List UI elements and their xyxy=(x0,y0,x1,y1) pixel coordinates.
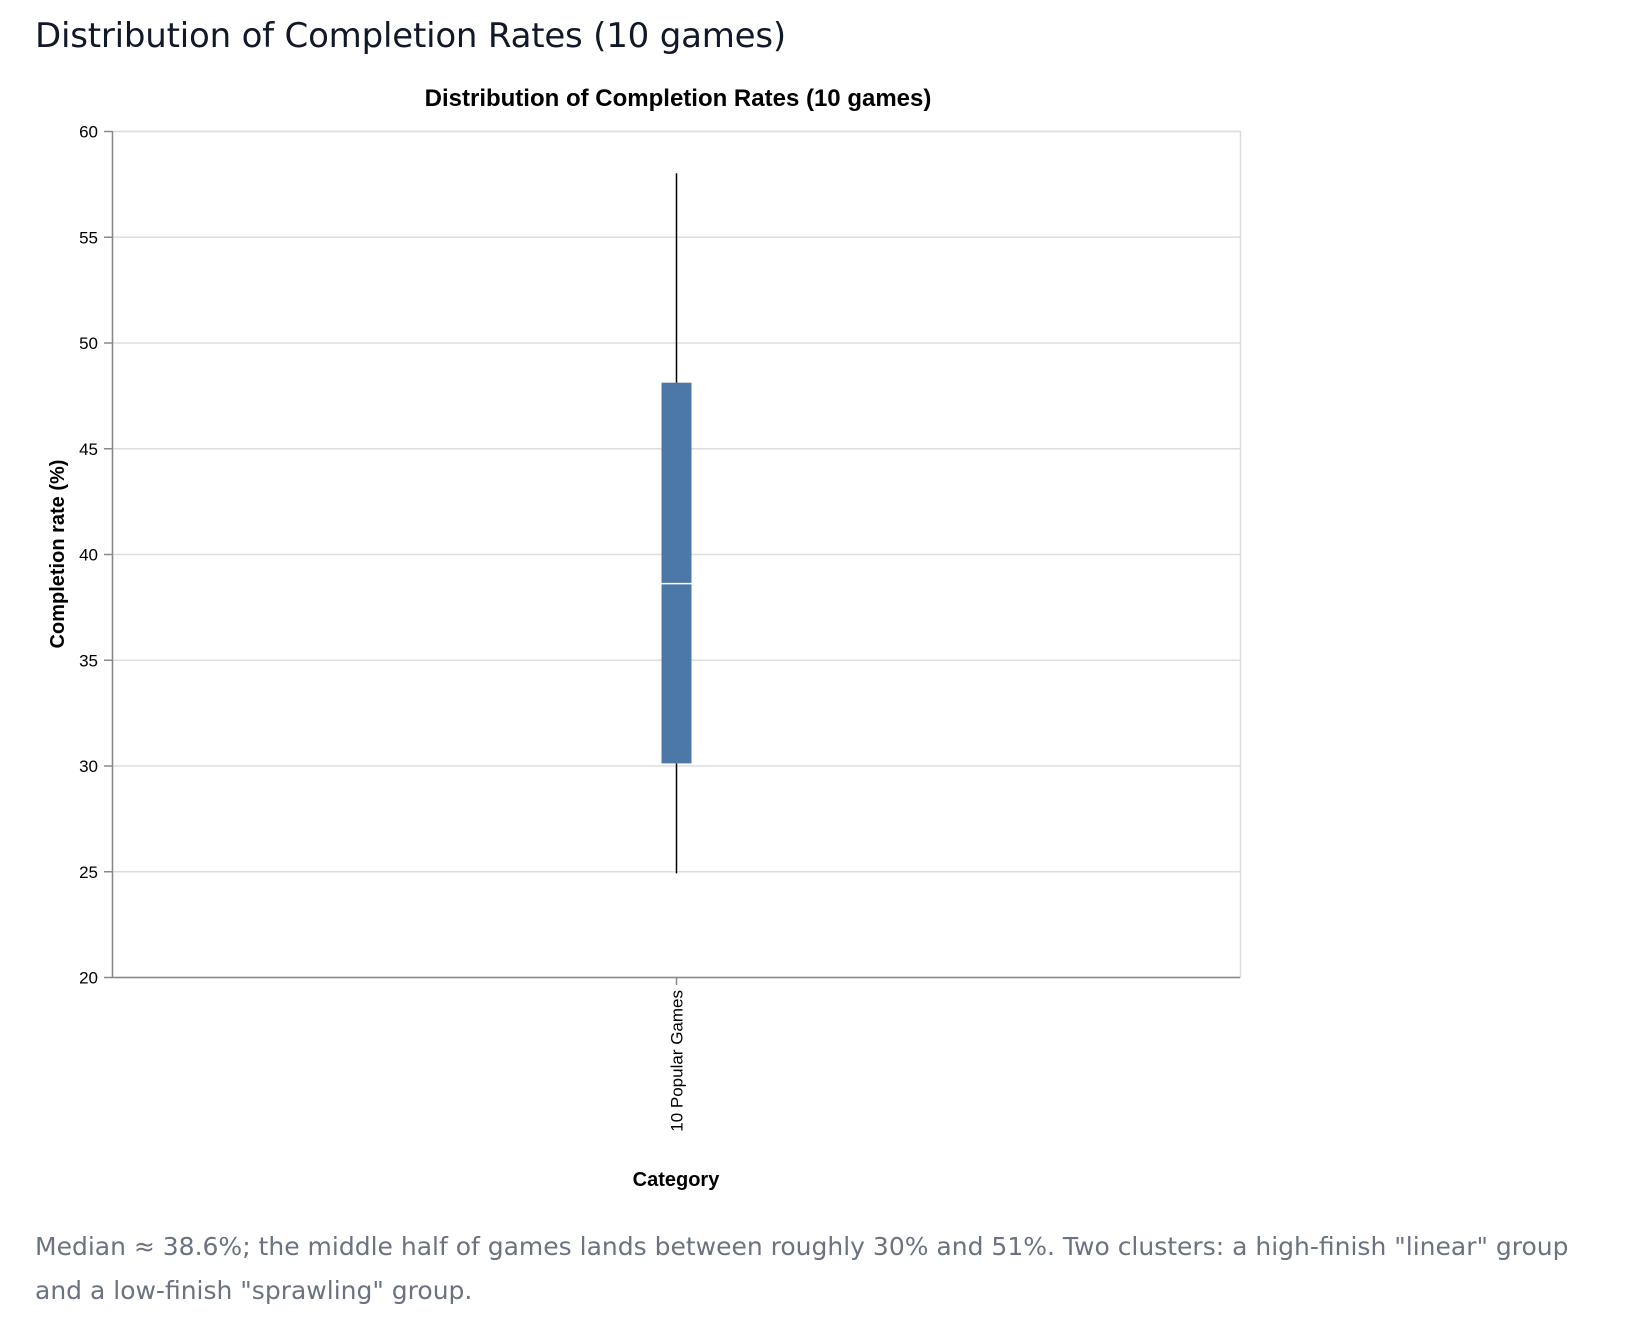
boxplot-chart: Distribution of Completion Rates (10 gam… xyxy=(47,85,1242,1191)
y-tick-label: 30 xyxy=(79,757,98,776)
y-tick-label: 40 xyxy=(79,546,98,565)
y-tick-label: 20 xyxy=(79,969,98,988)
x-axis: 10 Popular Games xyxy=(112,976,1240,1132)
y-tick-label: 55 xyxy=(79,228,98,247)
x-axis-title: Category xyxy=(633,1169,721,1191)
y-tick-label: 25 xyxy=(79,863,98,882)
y-axis: 20 25 30 35 40 45 50 55 60 xyxy=(79,123,114,988)
chart-caption: Median ≈ 38.6%; the middle half of games… xyxy=(35,1232,1569,1305)
y-tick-label: 50 xyxy=(79,334,98,353)
box-layer xyxy=(661,173,692,874)
iqr-box xyxy=(661,382,692,764)
page-heading: Distribution of Completion Rates (10 gam… xyxy=(35,16,786,56)
y-tick-label: 45 xyxy=(79,440,98,459)
y-tick-label: 35 xyxy=(79,651,98,670)
chart-title: Distribution of Completion Rates (10 gam… xyxy=(425,85,932,112)
y-axis-title: Completion rate (%) xyxy=(47,460,69,649)
y-tick-label: 60 xyxy=(79,123,98,142)
x-tick-label: 10 Popular Games xyxy=(668,990,687,1132)
